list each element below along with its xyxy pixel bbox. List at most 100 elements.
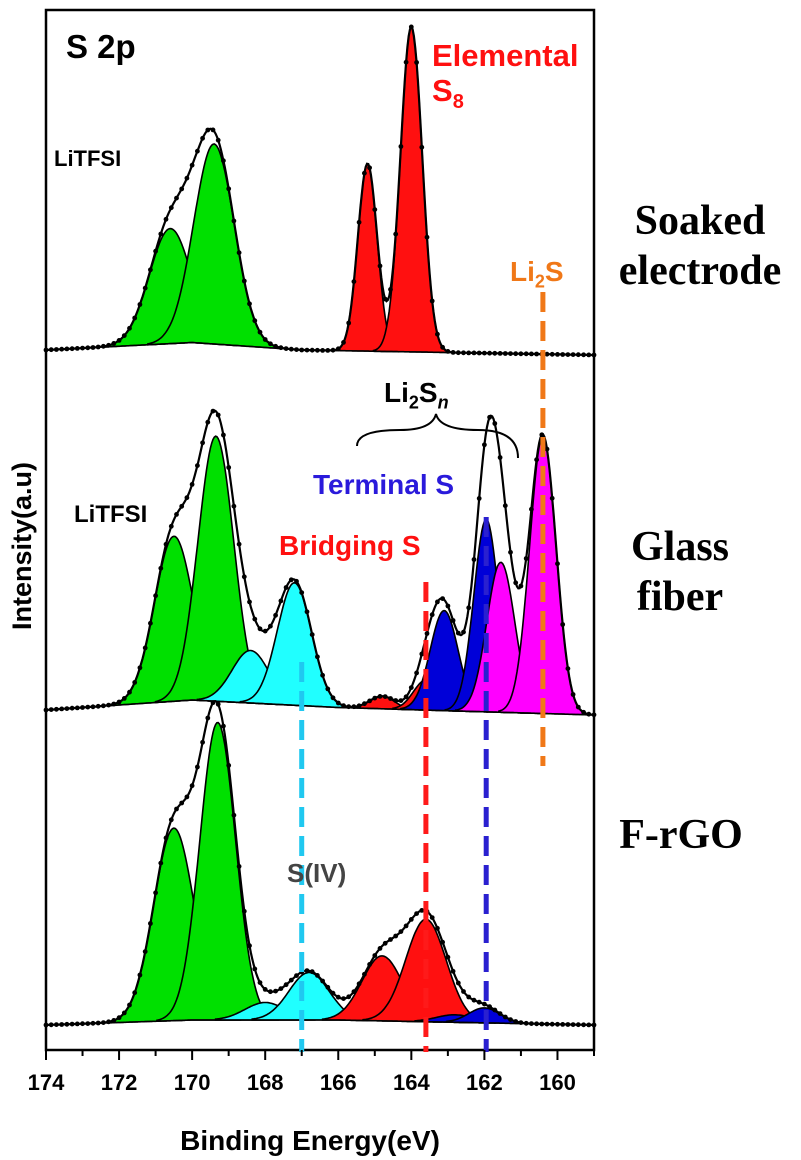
data-point	[299, 590, 305, 595]
data-point	[221, 723, 226, 729]
data-point	[575, 1022, 581, 1028]
s-iv-label: S(IV)	[287, 858, 347, 888]
data-point	[221, 158, 226, 164]
data-point	[268, 989, 273, 995]
data-point	[309, 632, 315, 637]
data-point	[189, 783, 195, 789]
data-point	[95, 344, 101, 350]
data-point	[153, 593, 159, 599]
soaked-line1: Soaked	[634, 198, 766, 244]
data-point	[335, 700, 341, 706]
data-point	[534, 1021, 539, 1027]
data-point	[231, 503, 237, 509]
data-point	[320, 348, 325, 353]
data-point	[95, 1020, 101, 1026]
data-point	[262, 628, 268, 634]
data-point	[534, 457, 539, 463]
data-point	[54, 706, 59, 712]
data-point	[341, 340, 346, 345]
li2s-subscript: 2	[534, 271, 545, 292]
data-point	[388, 937, 393, 942]
data-point	[362, 170, 367, 176]
data-point	[59, 346, 65, 352]
data-point	[142, 949, 148, 954]
data-point	[315, 973, 320, 978]
frgo-label: F-rGO	[619, 812, 743, 858]
data-point	[127, 689, 132, 695]
data-point	[59, 1022, 65, 1027]
data-point	[482, 442, 487, 448]
data-point	[403, 59, 409, 65]
x-tick-label: 160	[539, 1070, 576, 1095]
data-point	[184, 175, 190, 181]
data-point	[257, 626, 263, 632]
data-point	[435, 331, 440, 337]
data-point	[471, 557, 477, 562]
data-point	[158, 565, 164, 571]
data-point	[575, 352, 581, 358]
data-point	[591, 1022, 597, 1028]
data-point	[461, 629, 466, 635]
data-point	[450, 618, 456, 623]
x-axis: 174 172 170 168 166 164 162 160	[28, 1050, 595, 1095]
data-point	[231, 218, 237, 224]
data-point	[362, 971, 367, 977]
data-point	[90, 345, 96, 350]
data-point	[189, 482, 195, 487]
data-point	[74, 1021, 80, 1027]
data-point	[179, 503, 185, 509]
data-point	[101, 703, 106, 709]
data-point	[80, 345, 85, 351]
data-point	[398, 929, 404, 934]
data-point	[466, 605, 472, 611]
data-point	[294, 347, 299, 352]
data-point	[268, 623, 273, 629]
data-point	[555, 352, 560, 357]
data-point	[335, 346, 341, 352]
data-point	[121, 1010, 127, 1016]
data-point	[304, 968, 310, 973]
data-point	[356, 219, 362, 225]
data-point	[341, 996, 346, 1001]
data-point	[388, 696, 393, 701]
data-point	[367, 165, 372, 171]
data-point	[215, 701, 221, 707]
baseline	[46, 1019, 594, 1026]
data-point	[581, 1022, 586, 1028]
data-point	[288, 346, 294, 352]
data-point	[200, 739, 206, 745]
data-point	[523, 351, 529, 357]
data-point	[408, 917, 414, 922]
data-point	[330, 347, 336, 353]
data-point	[529, 351, 534, 357]
data-point	[555, 1021, 560, 1027]
data-point	[362, 701, 367, 707]
data-point	[382, 694, 388, 699]
li2s-li: Li	[510, 256, 535, 287]
data-point	[461, 350, 466, 356]
data-point	[502, 1014, 508, 1020]
data-point	[351, 989, 357, 995]
data-point	[403, 923, 409, 929]
data-point	[262, 987, 268, 992]
data-point	[476, 999, 482, 1005]
data-point	[69, 346, 75, 352]
data-point	[294, 578, 299, 584]
terminal-s-label: Terminal S	[313, 469, 455, 500]
y-axis-label: Intensity(a.u)	[7, 462, 37, 630]
data-point	[283, 585, 289, 590]
data-point	[393, 933, 399, 939]
data-point	[471, 350, 477, 356]
data-point	[492, 1007, 498, 1013]
data-point	[137, 302, 143, 307]
bridging-s-label: Bridging S	[279, 530, 421, 561]
data-point	[236, 864, 242, 869]
data-point	[116, 699, 122, 705]
data-point	[48, 707, 54, 712]
data-point	[455, 980, 461, 986]
data-point	[341, 703, 346, 708]
data-point	[148, 921, 153, 926]
data-point	[565, 352, 571, 357]
soaked-electrode-label: Soaked electrode	[600, 196, 800, 297]
data-point	[43, 707, 49, 713]
